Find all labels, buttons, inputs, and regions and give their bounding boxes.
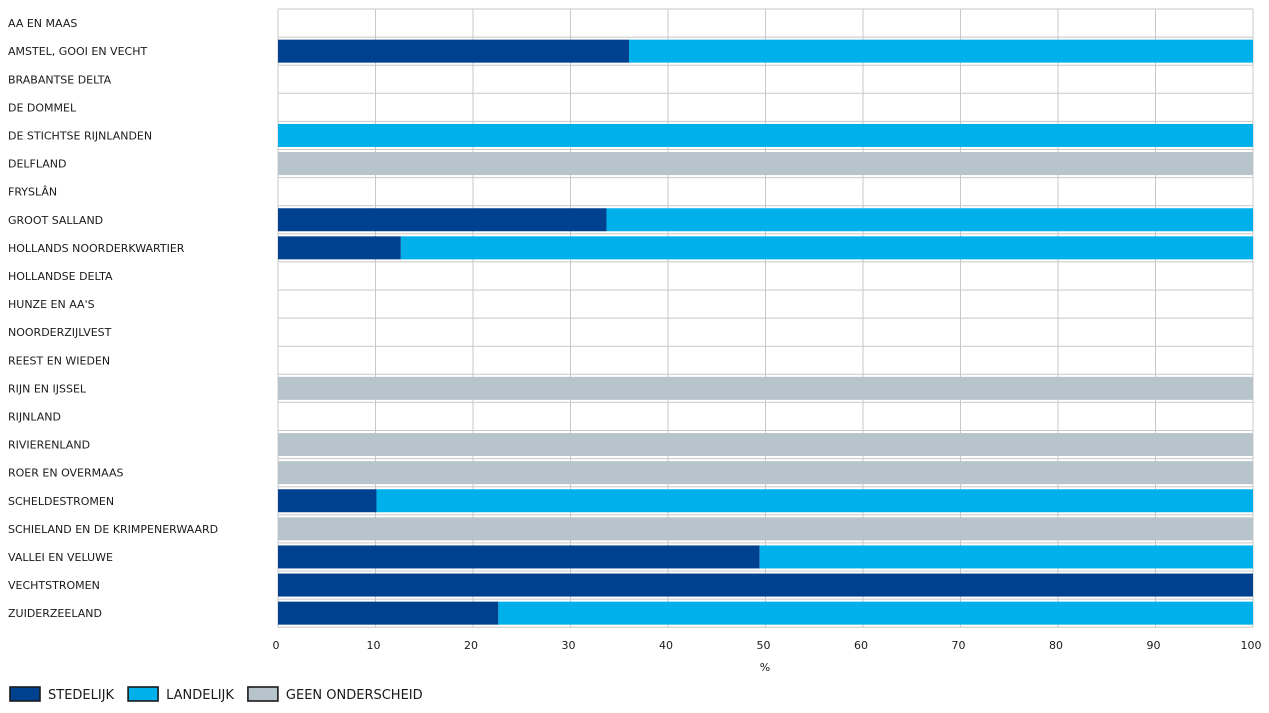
bar-segment [278, 376, 1253, 400]
category-label: REEST EN WIEDEN [8, 354, 110, 367]
x-tick-label: 20 [464, 639, 478, 652]
legend-label: STEDELIJK [48, 688, 115, 703]
x-axis-label: % [760, 661, 770, 674]
bar-segment [278, 601, 499, 625]
x-tick-label: 100 [1241, 639, 1262, 652]
category-label: VALLEI EN VELUWE [8, 551, 113, 564]
category-label: ZUIDERZEELAND [8, 607, 102, 620]
bar-segment [498, 601, 1254, 625]
category-label: BRABANTSE DELTA [8, 73, 112, 86]
x-tick-label: 70 [952, 639, 966, 652]
bar-segment [278, 433, 1253, 457]
category-labels: AA EN MAAS AMSTEL, GOOI EN VECHT BRABANTSE… [8, 17, 218, 620]
category-label: DELFLAND [8, 158, 66, 171]
x-tick-label: 30 [562, 639, 576, 652]
bar-segment [278, 517, 1253, 541]
x-tick-label: 0 [273, 639, 280, 652]
category-label: HOLLANDS NOORDERKWARTIER [8, 242, 185, 255]
legend: STEDELIJK LANDELIJK GEEN ONDERSCHEID [9, 686, 423, 703]
bar-segment [278, 152, 1253, 176]
legend-label: GEEN ONDERSCHEID [286, 688, 423, 703]
category-label: RIJNLAND [8, 410, 61, 423]
legend-swatch [247, 686, 279, 702]
legend-swatch [127, 686, 159, 702]
category-label: DE DOMMEL [8, 101, 77, 114]
category-label: SCHIELAND EN DE KRIMPENERWAARD [8, 523, 218, 536]
bar-segment [376, 489, 1254, 513]
category-label: HOLLANDSE DELTA [8, 270, 113, 283]
x-tick-label: 40 [659, 639, 673, 652]
category-label: HUNZE EN AA'S [8, 298, 95, 311]
category-label: ROER EN OVERMAAS [8, 467, 123, 480]
legend-label: LANDELIJK [166, 688, 234, 703]
bar-segment [606, 208, 1253, 232]
bar-segment [278, 208, 607, 232]
x-tick-label: 80 [1049, 639, 1063, 652]
bars [278, 39, 1254, 625]
category-label: VECHTSTROMEN [8, 579, 100, 592]
category-label: DE STICHTSE RIJNLANDEN [8, 129, 152, 142]
bar-segment [400, 236, 1254, 260]
bar-segment [759, 545, 1253, 569]
bar-segment [278, 123, 1253, 147]
category-label: RIVIERENLAND [8, 439, 90, 452]
category-label: RIJN EN IJSSEL [8, 382, 87, 395]
x-tick-label: 10 [367, 639, 381, 652]
x-tick-label: 60 [854, 639, 868, 652]
bar-segment [278, 489, 377, 513]
bar-segment [278, 39, 629, 63]
category-label: GROOT SALLAND [8, 214, 103, 227]
category-label: SCHELDESTROMEN [8, 495, 114, 508]
category-label: NOORDERZIJLVEST [8, 326, 112, 339]
bar-segment [278, 573, 1253, 597]
bar-segment [629, 39, 1253, 63]
bar-segment [278, 545, 760, 569]
category-label: AMSTEL, GOOI EN VECHT [8, 45, 147, 58]
x-axis-ticks: 0 10 20 30 40 50 60 70 80 90 100 [273, 639, 1262, 652]
grid [277, 8, 1254, 628]
category-label: FRYSLÂN [8, 186, 57, 199]
category-label: AA EN MAAS [8, 17, 77, 30]
bar-segment [278, 236, 401, 260]
x-tick-label: 90 [1147, 639, 1161, 652]
x-tick-label: 50 [757, 639, 771, 652]
legend-swatch [9, 686, 41, 702]
bar-segment [278, 461, 1253, 485]
